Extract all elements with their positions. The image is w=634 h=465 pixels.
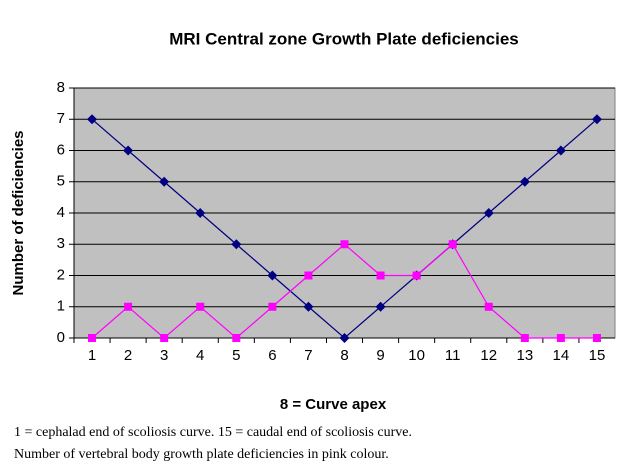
marker (483, 208, 494, 218)
marker (123, 145, 134, 156)
x-tick-label: 2 (124, 347, 132, 364)
marker (231, 239, 242, 250)
y-tick-label: 3 (57, 235, 65, 252)
x-tick-label: 1 (88, 347, 96, 364)
marker (556, 334, 565, 342)
y-tick-label: 5 (57, 173, 65, 190)
marker (591, 114, 602, 125)
x-tick-label: 11 (445, 347, 461, 364)
marker (267, 270, 278, 281)
x-tick-label: 4 (196, 347, 204, 364)
marker (484, 302, 493, 311)
y-tick-label: 4 (57, 204, 65, 221)
marker (88, 334, 97, 342)
chart-title: MRI Central zone Growth Plate deficienci… (169, 29, 519, 48)
marker (232, 334, 241, 342)
x-axis-label: 8 = Curve apex (280, 396, 387, 413)
marker (339, 333, 350, 343)
note: Number of vertebral body growth plate de… (14, 447, 389, 462)
y-tick-label: 0 (57, 329, 65, 346)
x-tick-label: 14 (553, 347, 570, 364)
marker (592, 334, 601, 342)
x-tick-label: 13 (516, 347, 533, 364)
x-tick-label: 6 (268, 347, 276, 364)
marker (195, 208, 206, 218)
marker (87, 114, 98, 125)
marker (376, 271, 385, 280)
marker (304, 271, 313, 280)
marker (555, 145, 566, 156)
marker (196, 302, 205, 311)
y-tick-label: 8 (57, 79, 65, 96)
marker (448, 240, 457, 249)
marker (303, 301, 314, 312)
marker (159, 176, 170, 187)
x-tick-label: 12 (480, 347, 497, 364)
marker (412, 271, 421, 280)
marker (519, 176, 530, 187)
y-tick-label: 6 (57, 141, 65, 158)
y-tick-label: 7 (57, 110, 65, 127)
y-axis-label: Number of deficiencies (10, 130, 27, 295)
marker (375, 301, 386, 312)
x-tick-label: 7 (304, 347, 312, 364)
x-tick-label: 8 (340, 347, 348, 364)
marker (160, 334, 169, 342)
y-tick-label: 2 (57, 266, 65, 283)
marker (268, 302, 277, 311)
x-tick-label: 9 (376, 347, 384, 364)
x-tick-label: 3 (160, 347, 168, 364)
y-tick-label: 1 (57, 298, 65, 315)
note: 1 = cephalad end of scoliosis curve. 15 … (14, 425, 412, 440)
x-tick-label: 15 (589, 347, 606, 364)
x-tick-label: 10 (408, 347, 425, 364)
marker (124, 302, 133, 311)
x-tick-label: 5 (232, 347, 240, 364)
marker (340, 240, 349, 249)
marker (520, 334, 529, 342)
